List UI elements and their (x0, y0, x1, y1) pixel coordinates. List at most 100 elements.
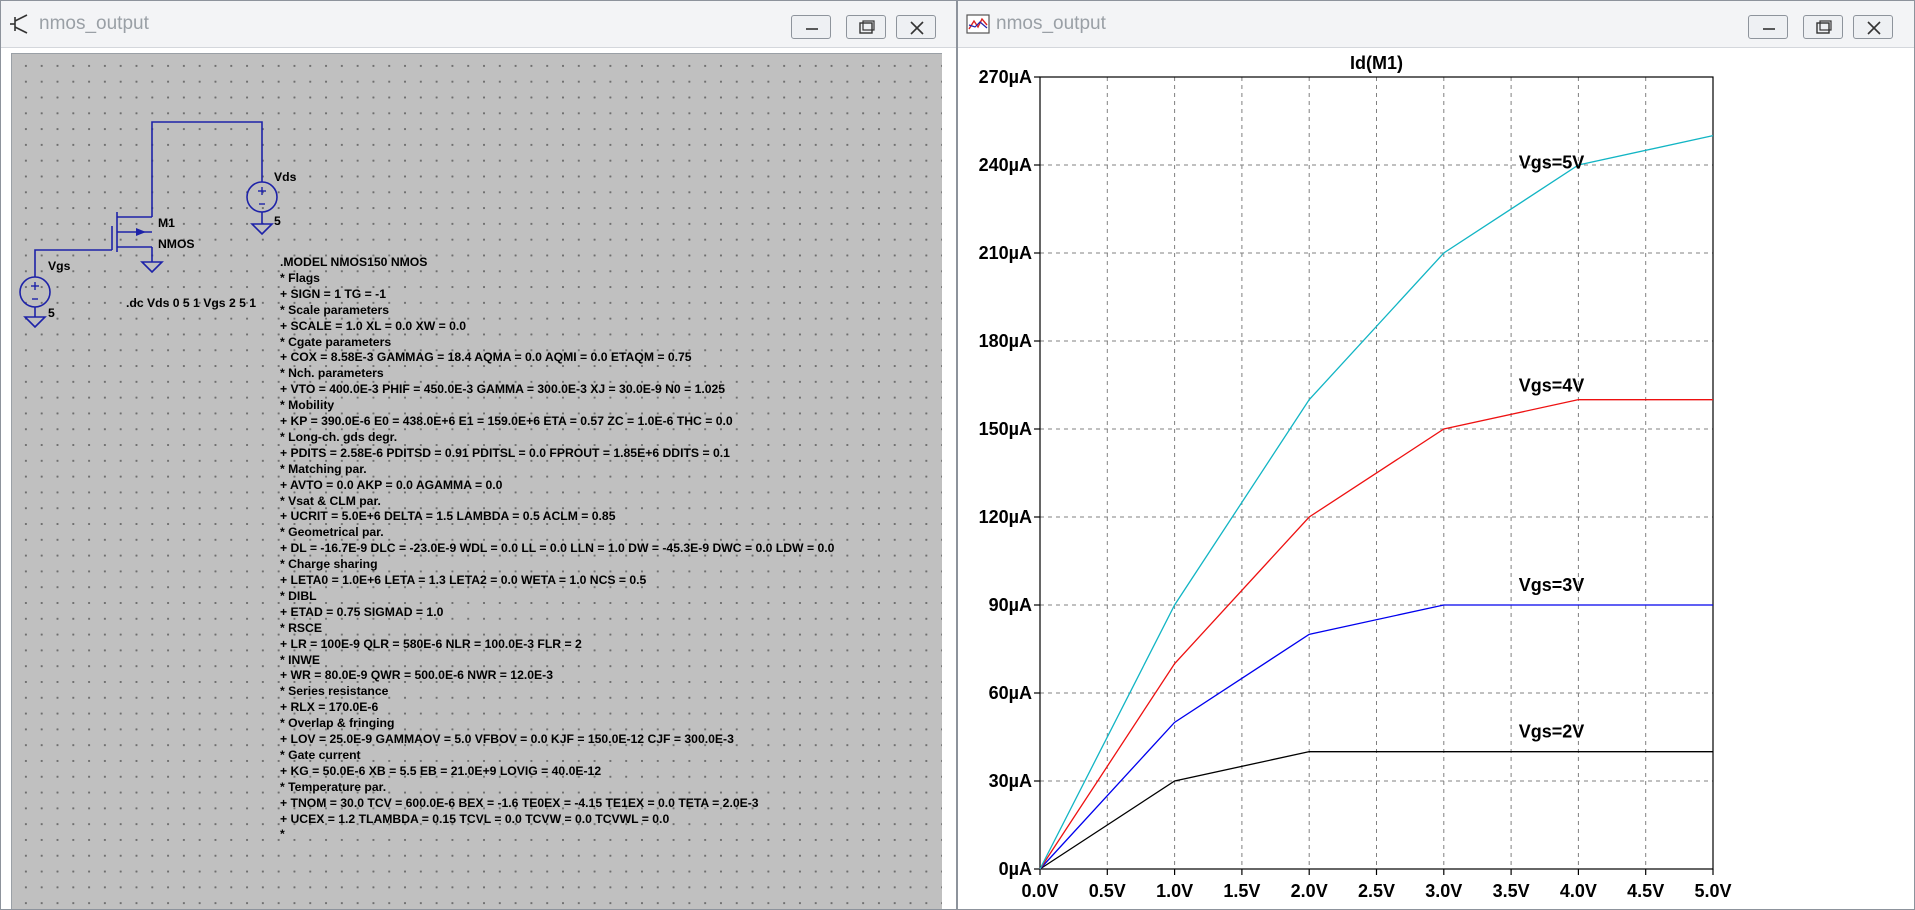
model-line: * Temperature par. (280, 779, 387, 794)
model-line: + KP = 390.0E-6 E0 = 438.0E+6 E1 = 159.0… (280, 414, 733, 428)
plot-window: nmos_output 0.0V 0.5V 1.0V 1.5V 2.0V 2.5V 3.0V… (957, 0, 1915, 910)
schematic-window-title: nmos_output (39, 13, 149, 34)
y-tick-label: 270µA (979, 67, 1032, 87)
model-line: + VTO = 400.0E-3 PHIF = 450.0E-3 GAMMA =… (280, 382, 726, 397)
model-line: + WR = 80.0E-9 QWR = 500.0E-6 NWR = 12.0… (280, 668, 553, 683)
ground-icon (250, 223, 274, 236)
y-tick-label: 180µA (979, 331, 1032, 351)
series-label[interactable]: Vgs=2V (1519, 722, 1585, 742)
model-line: * Charge sharing (280, 557, 378, 572)
x-tick-label: 1.5V (1223, 881, 1260, 901)
x-tick-label: 5.0V (1694, 881, 1731, 901)
model-line: * Vsat & CLM par. (280, 493, 381, 508)
model-line: * Matching par. (280, 461, 367, 476)
series-label[interactable]: Vgs=3V (1519, 575, 1585, 595)
model-line: * (280, 827, 285, 842)
y-tick-label: 240µA (979, 155, 1032, 175)
schematic-titlebar[interactable]: nmos_output (1, 1, 956, 48)
x-tick-label: 0.5V (1089, 881, 1126, 901)
y-tick-label: 60µA (989, 683, 1032, 703)
vgs-source-symbol (19, 276, 51, 308)
minimize-button[interactable] (1748, 15, 1788, 39)
model-line: + PDITS = 2.58E-6 PDITSD = 0.91 PDITSL =… (280, 445, 730, 460)
model-line: * RSCE (280, 620, 322, 635)
schematic-canvas[interactable]: M1 NMOS Vds 5 Vgs 5 .dc Vds 0 5 1 Vgs 2 … (11, 53, 942, 909)
model-line: * Geometrical par. (280, 525, 384, 540)
vds-value-label: 5 (274, 214, 281, 228)
y-tick-label: 30µA (989, 771, 1032, 791)
model-line: + LOV = 25.0E-9 GAMMAOV = 5.0 VFBOV = 0.… (280, 732, 734, 746)
model-line: * Cgate parameters (280, 334, 392, 349)
model-line: + SCALE = 1.0 XL = 0.0 XW = 0.0 (280, 318, 467, 333)
gate-wire (34, 249, 112, 277)
model-line: * Flags (280, 270, 320, 285)
restore-button[interactable] (1803, 15, 1843, 39)
model-text-block[interactable]: .MODEL NMOS150 NMOS * Flags + SIGN = 1 TG … (280, 255, 940, 875)
schematic-window: nmos_output (0, 0, 957, 910)
model-line: + KG = 50.0E-6 XB = 5.5 EB = 21.0E+9 LOV… (280, 763, 602, 778)
y-tick-label: 0µA (999, 859, 1032, 879)
model-line: + UCEX = 1.2 TLAMBDA = 0.15 TCVL = 0.0 T… (280, 811, 670, 826)
id-vs-vds-chart[interactable]: 0.0V 0.5V 1.0V 1.5V 2.0V 2.5V 3.0V 3.5V 4.0V 4.5V… (968, 53, 1733, 910)
close-button[interactable] (896, 15, 936, 39)
series-label[interactable]: Vgs=4V (1519, 376, 1585, 396)
x-tick-label: 4.0V (1560, 881, 1597, 901)
m1-model-label: NMOS (158, 237, 195, 251)
model-line: + DL = -16.7E-9 DLC = -23.0E-9 WDL = 0.0… (280, 541, 835, 556)
series-line-vgs-3v[interactable] (1039, 604, 1713, 870)
model-line: + SIGN = 1 TG = -1 (280, 286, 387, 301)
vgs-value-label: 5 (48, 306, 55, 320)
x-tick-label: 3.5V (1493, 881, 1530, 901)
model-line: * Series resistance (280, 684, 389, 699)
vds-source-symbol (246, 181, 278, 213)
model-line: * Long-ch. gds degr. (280, 429, 398, 444)
restore-button[interactable] (846, 15, 886, 39)
y-tick-label: 150µA (979, 419, 1032, 439)
ground-icon (23, 316, 47, 329)
y-tick-label: 210µA (979, 243, 1032, 263)
x-tick-label: 1.0V (1156, 881, 1193, 901)
x-tick-label: 0.0V (1021, 881, 1058, 901)
waveform-icon (966, 14, 990, 34)
model-line: * INWE (280, 652, 320, 667)
model-line: + COX = 8.58E-3 GAMMAG = 18.4 AQMA = 0.0… (280, 350, 692, 365)
model-line: * Overlap & fringing (280, 716, 395, 731)
model-line: * Scale parameters (280, 302, 390, 317)
model-line: * Mobility (280, 398, 335, 413)
ground-icon (140, 261, 164, 274)
x-tick-label: 4.5V (1627, 881, 1664, 901)
vds-name-label: Vds (274, 170, 297, 184)
m1-name-label: M1 (158, 216, 175, 230)
x-tick-label: 2.0V (1291, 881, 1328, 901)
y-tick-label: 90µA (989, 595, 1032, 615)
x-tick-label: 3.0V (1425, 881, 1462, 901)
model-line: + RLX = 170.0E-6 (280, 700, 379, 715)
model-line: .MODEL NMOS150 NMOS (280, 255, 428, 269)
x-tick-label: 2.5V (1358, 881, 1395, 901)
transistor-icon (10, 14, 28, 34)
model-line: * Nch. parameters (280, 366, 384, 381)
series-label[interactable]: Vgs=5V (1519, 153, 1585, 173)
series-line-vgs-2v[interactable] (1039, 751, 1713, 870)
series-line-vgs-4v[interactable] (1039, 399, 1713, 870)
drain-wire (151, 121, 263, 199)
chart-title[interactable]: Id(M1) (1350, 53, 1403, 73)
model-line: + ETAD = 0.75 SIGMAD = 1.0 (280, 604, 444, 619)
dc-directive[interactable]: .dc Vds 0 5 1 Vgs 2 5 1 (126, 296, 257, 310)
model-line: + TNOM = 30.0 TCV = 600.0E-6 BEX = -1.6 … (280, 795, 759, 810)
y-tick-label: 120µA (979, 507, 1032, 527)
plot-window-title: nmos_output (996, 13, 1106, 34)
model-line: * DIBL (280, 588, 317, 603)
close-button[interactable] (1853, 15, 1893, 39)
series-line-vgs-5v[interactable] (1039, 135, 1714, 870)
vgs-name-label: Vgs (48, 259, 71, 273)
plot-titlebar[interactable]: nmos_output (958, 1, 1914, 48)
schematic-wiring (19, 121, 278, 329)
model-line: + AVTO = 0.0 AKP = 0.0 AGAMMA = 0.0 (280, 477, 503, 492)
model-line: + LR = 100E-9 QLR = 580E-6 NLR = 100.0E-… (280, 636, 582, 651)
model-line: + UCRIT = 5.0E+6 DELTA = 1.5 LAMBDA = 0.… (280, 509, 616, 524)
plot-area[interactable]: 0.0V 0.5V 1.0V 1.5V 2.0V 2.5V 3.0V 3.5V 4.0V 4.5V… (968, 53, 1733, 910)
model-line: + LETA0 = 1.0E+6 LETA = 1.3 LETA2 = 0.0 … (280, 573, 647, 587)
minimize-button[interactable] (791, 15, 831, 39)
model-line: * Gate current (280, 747, 361, 762)
